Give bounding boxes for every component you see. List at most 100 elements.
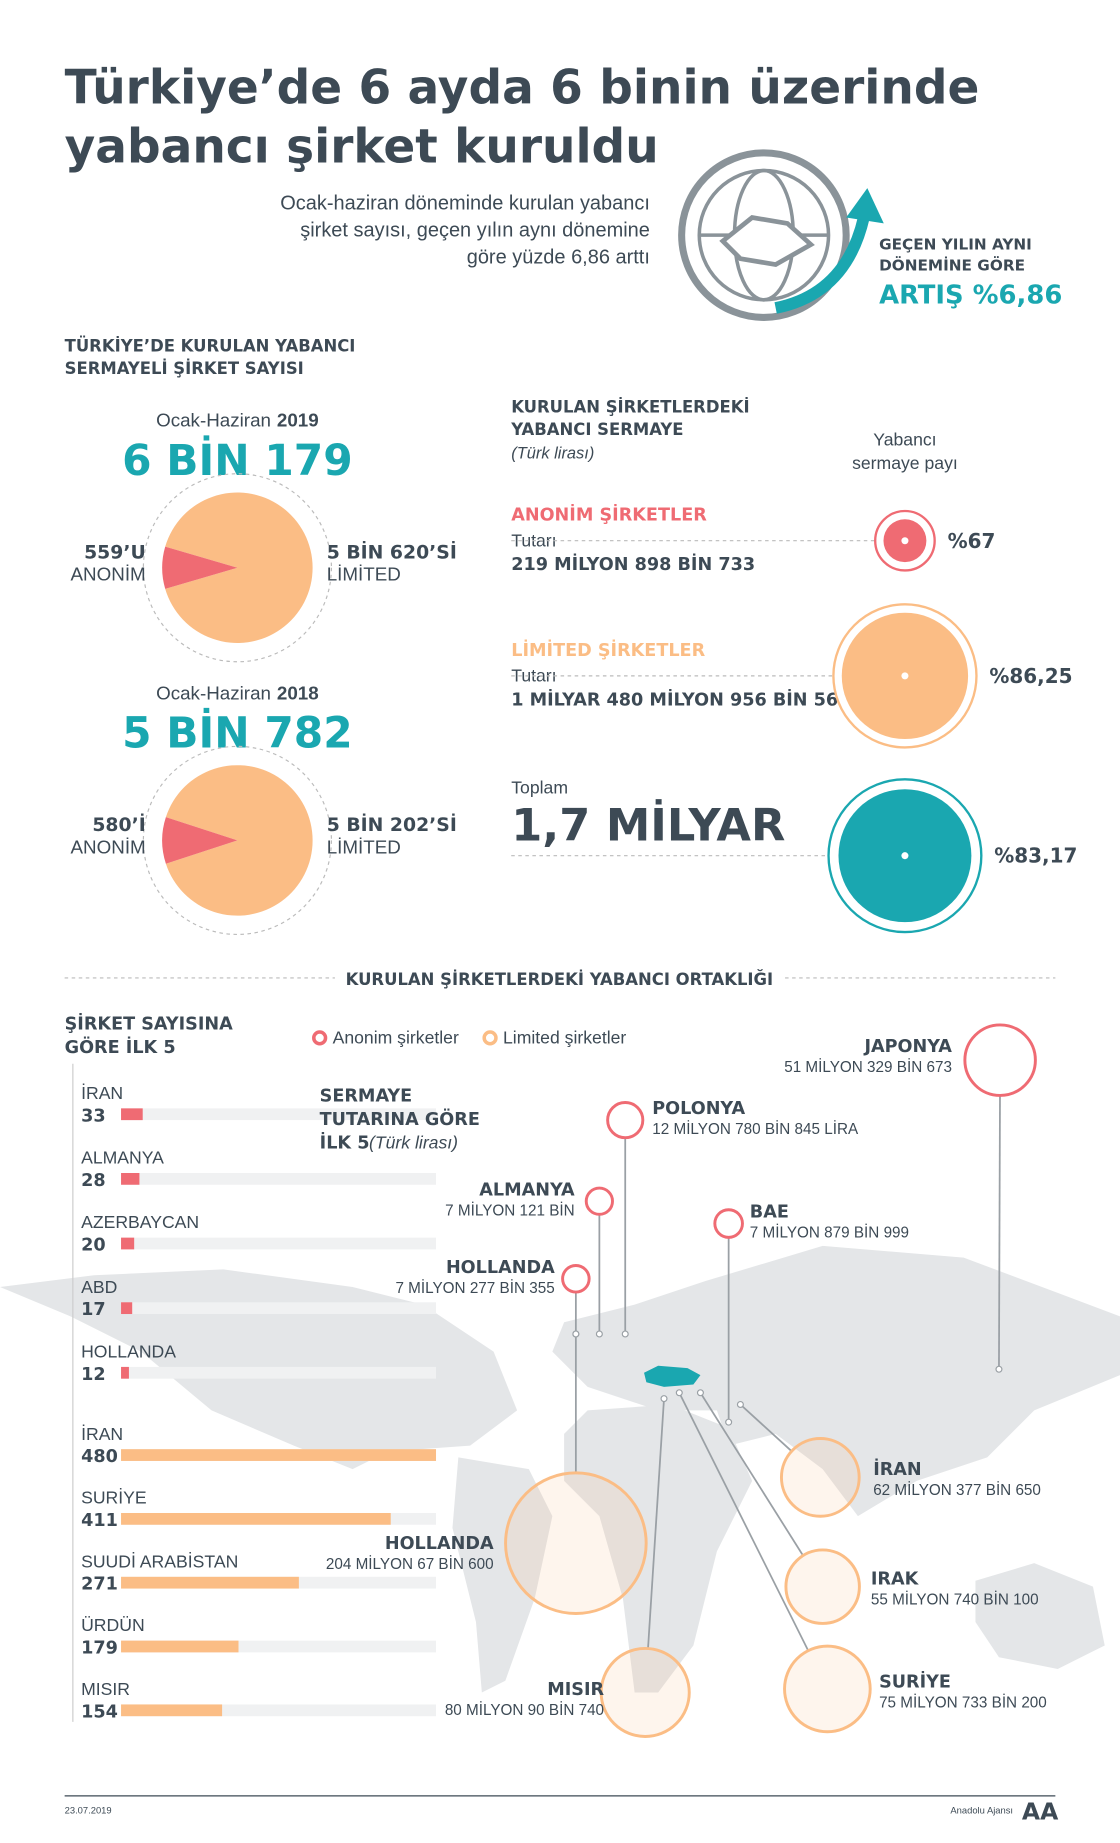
bar [121, 1640, 239, 1653]
badge-text: GEÇEN YILIN AYNI [879, 235, 1032, 253]
bubble-value: 7 MİLYON 277 BİN 355 [395, 1279, 554, 1297]
bar [121, 1302, 133, 1315]
row-amount: 1,7 MİLYAR [511, 798, 785, 851]
bubble-country: SURİYE [879, 1671, 951, 1693]
section-heading: KURULAN ŞİRKETLERDEKİ YABANCI ORTAKLIĞI [346, 970, 774, 989]
connector [678, 1392, 810, 1652]
country: AZERBAYCAN [81, 1212, 199, 1232]
share-label: %86,25 [989, 664, 1072, 688]
slice-name: LİMİTED [327, 836, 401, 857]
anchor-dot [725, 1418, 733, 1426]
center-dot [901, 672, 909, 680]
slice-label: 5 BİN 620’Sİ [327, 539, 457, 563]
anchor-dot [675, 1389, 683, 1397]
anchor-dot [736, 1400, 744, 1409]
legend-marker [482, 1030, 498, 1046]
bubble-country: HOLLANDA [446, 1258, 555, 1278]
country: SURİYE [81, 1488, 147, 1508]
bubble-country: ALMANYA [479, 1180, 575, 1200]
bubble-country: İRAN [873, 1458, 921, 1480]
bubble-country: POLONYA [652, 1099, 745, 1119]
bubble-country: BAE [750, 1203, 789, 1223]
bubble-value: 80 MİLYON 90 BİN 740 [445, 1701, 604, 1719]
bubble-value: 62 MİLYON 377 BİN 650 [873, 1481, 1041, 1499]
footer-source: Anadolu Ajansı [950, 1805, 1013, 1816]
pie-slice [162, 546, 238, 589]
year: 2019 [277, 410, 319, 431]
slice-label: 580’İ [92, 812, 145, 836]
bar [121, 1173, 140, 1185]
bar [121, 1704, 223, 1717]
subtitle: Ocak-haziran döneminde kurulan yabancı [280, 192, 650, 214]
connector [998, 1095, 1001, 1370]
count-value: 271 [81, 1575, 118, 1595]
row-amount: 1 MİLYAR 480 MİLYON 956 BİN 565 [511, 688, 850, 710]
country: ABD [81, 1277, 117, 1297]
slice-name: ANONİM [71, 836, 146, 857]
bar-track [121, 1302, 437, 1315]
legend-marker [312, 1030, 328, 1046]
legend-label: Limited şirketler [503, 1028, 626, 1048]
section-heading: GÖRE İLK 5 [65, 1036, 176, 1058]
bubble-value: 204 MİLYON 67 BİN 600 [326, 1555, 494, 1573]
row-name: ANONİM ŞİRKETLER [511, 504, 707, 526]
unit: (Türk lirası) [369, 1132, 458, 1152]
bubble-country: JAPONYA [863, 1037, 952, 1057]
badge-value: ARTIŞ %6,86 [879, 280, 1062, 310]
pie-slice [165, 765, 313, 916]
bubble-value: 51 MİLYON 329 BİN 673 [784, 1058, 952, 1076]
section-heading: SERMAYELİ ŞİRKET SAYISI [65, 359, 304, 378]
bar-track [121, 1704, 437, 1717]
country: SUUDİ ARABİSTAN [81, 1551, 238, 1571]
section-heading: ŞİRKET SAYISINA [65, 1013, 234, 1035]
bar [121, 1449, 437, 1461]
bubble-country: HOLLANDA [385, 1534, 494, 1554]
bubble [783, 1644, 872, 1734]
legend-label: Anonim şirketler [333, 1028, 459, 1048]
bubble-value: 12 MİLYON 780 BİN 845 LİRA [652, 1120, 859, 1138]
center-dot [901, 537, 909, 545]
country: ÜRDÜN [81, 1615, 145, 1635]
total: 6 BİN 179 [122, 435, 353, 485]
footer-date: 23.07.2019 [65, 1805, 112, 1816]
country: İRAN [81, 1424, 123, 1444]
bubble-value: 55 MİLYON 740 BİN 100 [871, 1590, 1039, 1608]
slice-label: 5 BİN 202’Sİ [327, 812, 457, 836]
slice-name: ANONİM [71, 564, 146, 585]
country: HOLLANDA [81, 1342, 176, 1362]
center-dot [901, 852, 909, 860]
count-value: 20 [81, 1236, 106, 1256]
section-heading: İLK 5 [320, 1131, 370, 1153]
subtitle: göre yüzde 6,86 arttı [467, 246, 650, 268]
anchor-dot [995, 1365, 1003, 1373]
share-heading: Yabancı [873, 430, 936, 450]
count-value: 33 [81, 1106, 106, 1126]
share-label: %83,17 [994, 844, 1077, 868]
bubble [713, 1208, 744, 1239]
bubble [606, 1101, 645, 1140]
count-value: 179 [81, 1639, 118, 1659]
section-heading: TUTARINA GÖRE [320, 1108, 480, 1130]
bar-track [121, 1108, 437, 1121]
bubble [784, 1548, 861, 1625]
world-map [0, 1245, 1120, 1693]
count-value: 411 [81, 1511, 118, 1531]
bubble [584, 1186, 614, 1216]
connector [739, 1403, 793, 1452]
period: Ocak-Haziran [156, 682, 271, 703]
total: 5 BİN 782 [122, 708, 353, 758]
badge-text: DÖNEMİNE GÖRE [879, 255, 1025, 274]
unit: (Türk lirası) [511, 444, 594, 462]
count-value: 480 [81, 1447, 118, 1467]
row-caption: Toplam [511, 777, 568, 797]
bar [121, 1237, 135, 1250]
period-label: Ocak-Haziran 2019 [156, 410, 319, 431]
bubble [963, 1023, 1037, 1097]
bar-track [121, 1237, 437, 1250]
bubble-country: MISIR [547, 1680, 604, 1700]
section-heading: TÜRKİYE’DE KURULAN YABANCI [65, 337, 356, 356]
anchor-dot [595, 1330, 603, 1338]
bar [121, 1366, 129, 1379]
